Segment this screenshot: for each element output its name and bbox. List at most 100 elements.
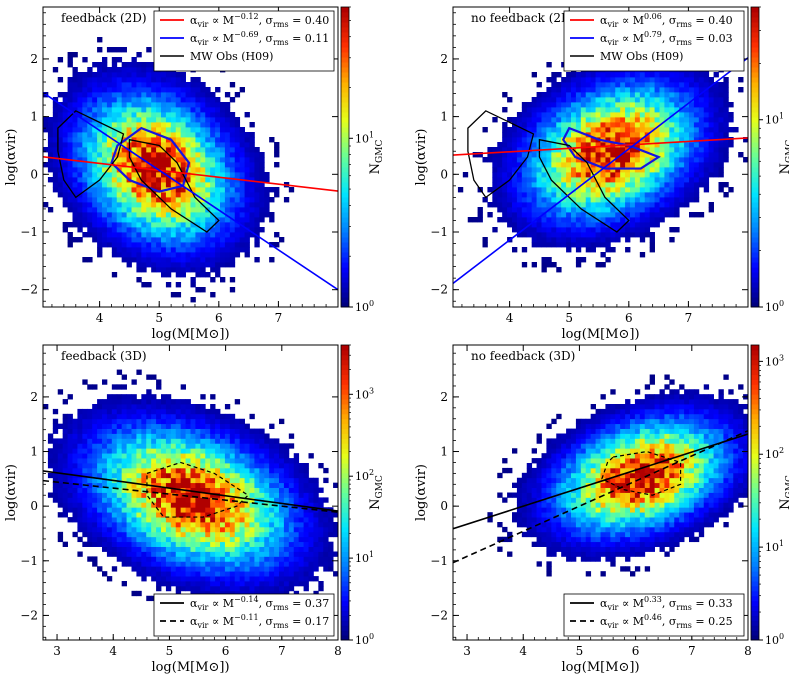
heatmap-cell	[161, 423, 167, 429]
heatmap-cell	[659, 137, 665, 143]
heatmap-cell	[293, 531, 300, 538]
heatmap-cell	[111, 202, 118, 208]
heatmap-cell	[131, 394, 137, 400]
heatmap-cell	[180, 428, 186, 434]
heatmap-cell	[190, 282, 196, 288]
heatmap-cell	[630, 222, 636, 228]
heatmap-cell	[224, 217, 231, 223]
heatmap-cell	[254, 443, 260, 449]
heatmap-cell	[180, 117, 186, 123]
heatmap-cell	[595, 132, 601, 138]
heatmap-cell	[156, 92, 162, 98]
heatmap-cell	[590, 202, 596, 208]
heatmap-cell	[536, 227, 542, 233]
heatmap-cell	[151, 526, 157, 533]
heatmap-cell	[708, 132, 714, 138]
heatmap-cell	[190, 418, 196, 425]
heatmap-cell	[679, 107, 685, 113]
heatmap-cell	[507, 97, 513, 103]
heatmap-cell	[492, 162, 498, 168]
heatmap-cell	[200, 117, 206, 123]
heatmap-cell	[200, 217, 206, 223]
heatmap-cell	[131, 453, 137, 459]
heatmap-cell	[170, 453, 177, 459]
heatmap-cell	[67, 92, 73, 98]
heatmap-cell	[229, 162, 236, 168]
heatmap-cell	[590, 137, 596, 143]
heatmap-cell	[674, 177, 680, 183]
heatmap-cell	[195, 117, 201, 123]
heatmap-cell	[200, 232, 206, 238]
heatmap-cell	[102, 142, 108, 148]
heatmap-cell	[244, 507, 250, 513]
heatmap-cell	[571, 237, 577, 243]
heatmap-cell	[141, 117, 147, 123]
heatmap-cell	[561, 77, 567, 83]
heatmap-cell	[72, 482, 78, 488]
heatmap-cell	[67, 207, 73, 213]
heatmap-cell	[156, 217, 162, 223]
heatmap-cell	[595, 127, 601, 133]
heatmap-cell	[502, 137, 508, 143]
heatmap-cell	[708, 202, 714, 208]
heatmap-cell	[161, 502, 167, 508]
heatmap-cell	[215, 443, 221, 449]
heatmap-cell	[111, 112, 118, 118]
heatmap-cell	[210, 536, 216, 543]
heatmap-cell	[516, 112, 523, 118]
heatmap-cell	[121, 433, 127, 439]
heatmap-cell	[269, 212, 275, 218]
heatmap-cell	[92, 413, 98, 420]
heatmap-cell	[97, 242, 103, 248]
heatmap-cell	[195, 287, 201, 293]
heatmap-cell	[585, 212, 592, 218]
heatmap-cell	[580, 137, 587, 143]
heatmap-cell	[649, 207, 655, 213]
heatmap-cell	[77, 102, 83, 108]
heatmap-cell	[684, 152, 690, 158]
heatmap-cell	[136, 167, 142, 173]
heatmap-cell	[97, 487, 103, 493]
heatmap-cell	[521, 247, 528, 253]
heatmap-cell	[185, 92, 191, 98]
heatmap-cell	[585, 232, 592, 238]
heatmap-cell	[610, 152, 616, 158]
heatmap-cell	[156, 443, 162, 449]
heatmap-cell	[121, 92, 127, 98]
heatmap-cell	[254, 571, 260, 577]
heatmap-cell	[224, 92, 231, 98]
heatmap-cell	[610, 162, 616, 168]
heatmap-cell	[141, 97, 147, 103]
heatmap-cell	[269, 487, 275, 493]
heatmap-cell	[634, 87, 641, 93]
heatmap-cell	[146, 418, 152, 425]
heatmap-cell	[239, 207, 245, 213]
heatmap-cell	[244, 428, 250, 434]
heatmap-cell	[141, 413, 147, 420]
heatmap-cell	[679, 127, 685, 133]
heatmap-cell	[215, 453, 221, 459]
heatmap-cell	[136, 418, 142, 425]
heatmap-cell	[234, 237, 241, 243]
heatmap-cell	[116, 458, 123, 464]
heatmap-cell	[52, 182, 59, 188]
heatmap-cell	[175, 512, 182, 518]
heatmap-cell	[72, 67, 78, 73]
heatmap-cell	[229, 467, 236, 474]
heatmap-cell	[111, 232, 118, 238]
heatmap-cell	[131, 152, 137, 158]
heatmap-cell	[551, 157, 557, 163]
heatmap-cell	[556, 237, 562, 243]
heatmap-cell	[190, 517, 196, 523]
heatmap-cell	[244, 581, 250, 587]
heatmap-cell	[121, 526, 127, 533]
heatmap-cell	[269, 581, 275, 587]
heatmap-cell	[141, 87, 147, 93]
heatmap-cell	[526, 127, 533, 133]
heatmap-cell	[72, 92, 78, 98]
heatmap-cell	[195, 487, 201, 493]
heatmap-cell	[170, 428, 177, 434]
heatmap-cell	[121, 399, 127, 405]
heatmap-cell	[516, 212, 523, 218]
heatmap-cell	[175, 463, 182, 469]
